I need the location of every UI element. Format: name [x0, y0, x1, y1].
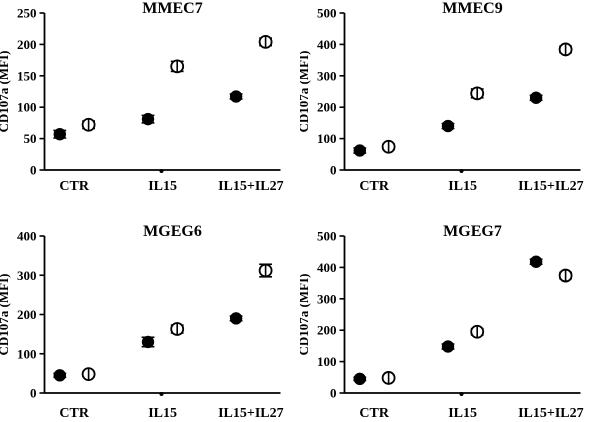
svg-text:IL15: IL15 [448, 406, 477, 421]
svg-text:200: 200 [17, 307, 37, 322]
svg-text:200: 200 [317, 323, 337, 338]
svg-text:CTR: CTR [359, 179, 389, 194]
svg-text:IL15+IL27: IL15+IL27 [518, 179, 584, 194]
svg-text:200: 200 [17, 37, 37, 52]
svg-text:0: 0 [30, 386, 37, 401]
svg-text:100: 100 [17, 100, 37, 115]
svg-text:250: 250 [17, 6, 37, 21]
svg-text:CD107a (MFI): CD107a (MFI) [300, 51, 311, 133]
svg-text:MGEG7: MGEG7 [443, 223, 502, 240]
svg-text:400: 400 [317, 37, 337, 52]
svg-text:CD107a (MFI): CD107a (MFI) [300, 274, 311, 356]
svg-text:100: 100 [317, 131, 337, 146]
svg-text:500: 500 [317, 229, 337, 244]
svg-text:IL15: IL15 [448, 179, 477, 194]
svg-text:300: 300 [317, 291, 337, 306]
svg-text:CTR: CTR [359, 406, 389, 421]
svg-text:300: 300 [317, 68, 337, 83]
svg-text:IL15+IL27: IL15+IL27 [218, 406, 284, 421]
svg-text:400: 400 [17, 229, 37, 244]
svg-text:CD107a (MFI): CD107a (MFI) [0, 51, 11, 133]
svg-text:0: 0 [330, 386, 337, 401]
svg-text:MMEC7: MMEC7 [142, 0, 202, 17]
svg-text:CTR: CTR [59, 179, 89, 194]
svg-text:400: 400 [317, 260, 337, 275]
svg-text:150: 150 [17, 68, 37, 83]
svg-text:IL15: IL15 [148, 179, 177, 194]
svg-text:IL15: IL15 [148, 406, 177, 421]
svg-text:CTR: CTR [59, 406, 89, 421]
svg-text:200: 200 [317, 100, 337, 115]
svg-text:CD107a (MFI): CD107a (MFI) [0, 274, 11, 356]
svg-text:500: 500 [317, 6, 337, 21]
svg-text:0: 0 [330, 163, 337, 178]
svg-text:100: 100 [317, 354, 337, 369]
svg-text:300: 300 [17, 268, 37, 283]
svg-text:IL15+IL27: IL15+IL27 [218, 179, 284, 194]
svg-text:100: 100 [17, 346, 37, 361]
svg-text:MGEG6: MGEG6 [143, 223, 202, 240]
svg-text:0: 0 [30, 163, 37, 178]
svg-text:MMEC9: MMEC9 [442, 0, 502, 17]
svg-text:50: 50 [24, 131, 37, 146]
svg-text:IL15+IL27: IL15+IL27 [518, 406, 584, 421]
